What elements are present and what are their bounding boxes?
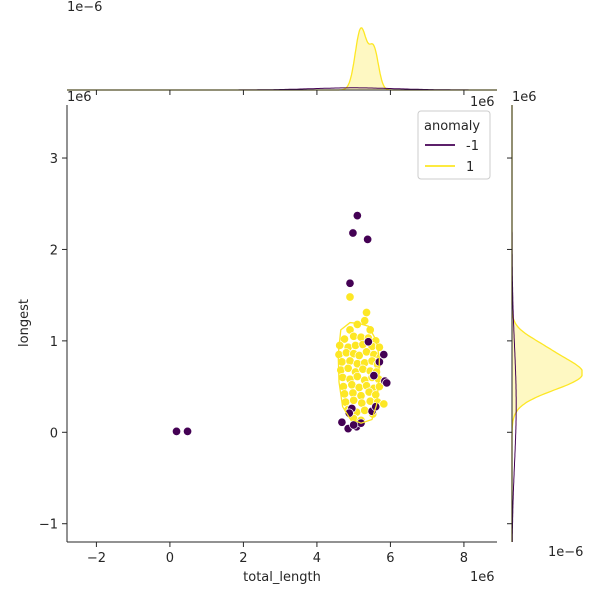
right-marginal-ticks [507, 157, 512, 525]
y-axis-offset-label: 1e6 [67, 90, 92, 105]
data-point-anomaly-neg [379, 350, 389, 360]
right-marginal-density-fill [512, 105, 582, 542]
x-tick-label: 2 [239, 551, 247, 566]
top-marginal-ticks [95, 90, 465, 95]
y-tick-label: 1 [50, 335, 58, 350]
data-point-anomaly-pos [352, 371, 362, 382]
right-marginal: 1e−6 [507, 105, 583, 560]
x-axis-offset-label: 1e6 [470, 570, 495, 585]
top-marginal-offset-label: 1e−6 [67, 0, 102, 15]
right-axis-offset-label-top: 1e6 [512, 90, 537, 105]
right-marginal-offset-label: 1e−6 [548, 545, 583, 560]
data-point-anomaly-neg [363, 234, 373, 244]
x-tick-label: −2 [87, 551, 106, 566]
kde-contour [337, 321, 381, 424]
data-point-anomaly-neg [171, 426, 182, 436]
y-tick-label: 3 [50, 152, 58, 167]
top-marginal-density-fill [67, 27, 497, 90]
top-marginal-density-line [67, 27, 497, 91]
data-point-anomaly-neg [369, 371, 379, 381]
x-tick-label: 0 [166, 551, 174, 566]
x-axis-label: total_length [243, 570, 321, 585]
data-point-anomaly-pos [374, 382, 384, 392]
y-tick-label: 0 [50, 426, 58, 441]
legend: anomaly -1 1 [417, 110, 491, 180]
data-point-anomaly-neg [352, 211, 362, 221]
x-axis-ticks: −2 0 2 4 6 8 [87, 542, 468, 566]
data-point-anomaly-neg [345, 278, 355, 288]
data-point-anomaly-neg [337, 417, 347, 427]
data-point-anomaly-neg [182, 426, 193, 436]
data-point-anomaly-pos [361, 307, 372, 318]
data-point-anomaly-neg [382, 378, 392, 388]
x-tick-label: 8 [460, 551, 468, 566]
y-axis-label: longest [17, 299, 32, 347]
right-marginal-density-line [511, 105, 583, 542]
x-axis-offset-label-top: 1e6 [470, 95, 495, 110]
top-marginal: 1e−6 [67, 0, 497, 95]
data-point-anomaly-neg [348, 228, 358, 238]
data-point-anomaly-pos [349, 395, 359, 405]
data-point-anomaly-pos [379, 399, 389, 409]
data-point-anomaly-pos [345, 292, 355, 302]
legend-label-anomaly-pos: 1 [466, 160, 474, 175]
legend-label-anomaly-neg: -1 [466, 139, 479, 154]
y-tick-label: 2 [50, 243, 58, 258]
y-axis-ticks: −1 0 1 2 3 [39, 152, 67, 533]
y-tick-label: −1 [39, 518, 58, 533]
data-point-anomaly-neg [363, 337, 373, 347]
data-point-anomaly-pos [343, 363, 353, 373]
legend-title: anomaly [424, 119, 480, 134]
x-tick-label: 6 [386, 551, 394, 566]
x-tick-label: 4 [313, 551, 321, 566]
